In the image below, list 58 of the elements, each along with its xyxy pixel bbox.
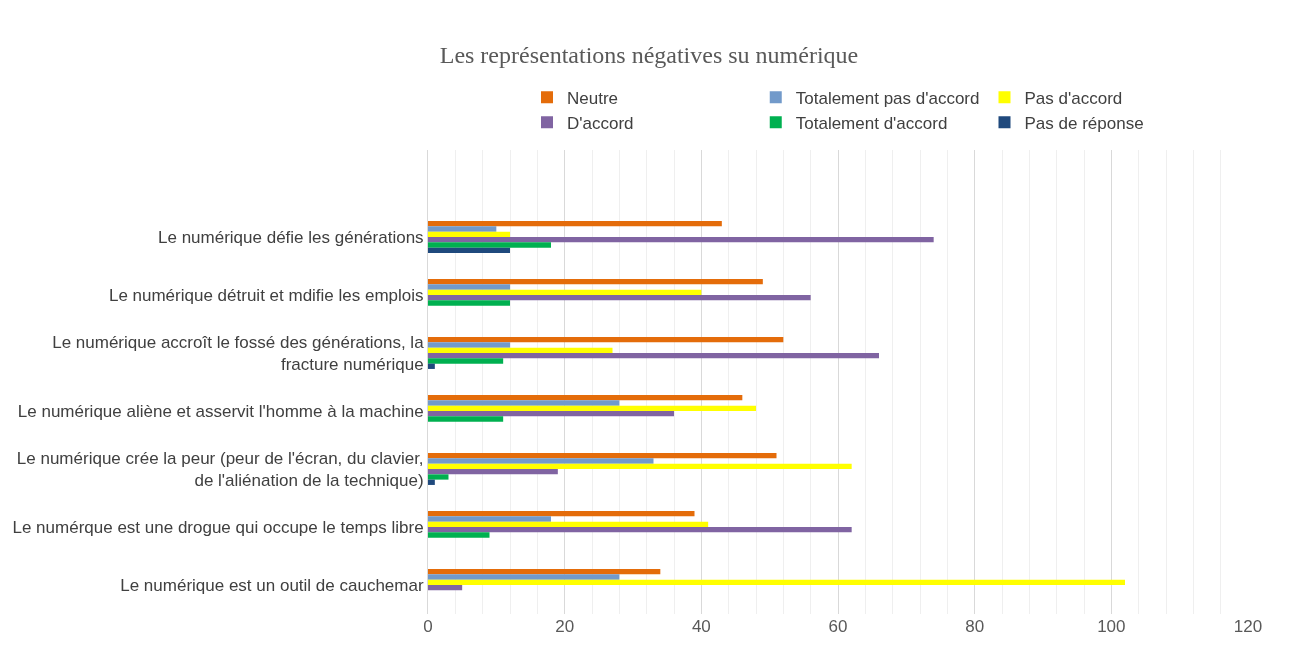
legend-label: Pas de réponse — [1024, 114, 1144, 133]
y-tick-label: Le numérique détruit et mdifie les emplois — [108, 285, 424, 305]
y-tick-label: Le numérique défie les générations — [158, 227, 424, 247]
bar — [428, 221, 722, 227]
x-tick-label: 60 — [828, 617, 848, 636]
bar — [428, 521, 709, 527]
y-tick-label: Le numérique accroît le fossé des générations, la fracture numérique — [52, 332, 425, 374]
legend-label: Totalement pas d'accord — [795, 88, 980, 108]
bar — [428, 226, 497, 232]
y-tick-label: Le numérique crée la peur (peur de l'écran, du clavier, de l'aliénation de la technique) — [16, 448, 424, 490]
bar — [428, 358, 504, 364]
bar — [428, 479, 435, 485]
bar — [428, 289, 702, 295]
x-tick-label: 0 — [423, 617, 433, 636]
bar — [428, 400, 620, 406]
bar — [428, 247, 510, 253]
bar — [428, 242, 551, 248]
bar — [428, 585, 463, 591]
legend-label: Pas d'accord — [1024, 88, 1123, 108]
x-tick-label: 40 — [691, 617, 711, 636]
bar — [428, 511, 695, 517]
bar — [428, 395, 743, 401]
x-tick-label: 80 — [965, 617, 985, 636]
y-tick-label: Le numérique est un outil de cauchemar — [120, 575, 424, 595]
chart-title: Les représentations négatives su numérique — [439, 41, 859, 68]
bar — [428, 469, 558, 475]
bar — [428, 347, 613, 353]
bar — [428, 516, 551, 522]
bar — [428, 453, 777, 459]
bar — [428, 416, 504, 422]
bar — [428, 337, 784, 343]
legend-label: Neutre — [567, 88, 619, 108]
bar — [428, 411, 674, 417]
y-tick-label: Le numérique aliène et asservit l'homme à la machine — [17, 401, 424, 421]
bar — [428, 474, 449, 480]
y-tick-label: Le numérque est une drogue qui occupe le temps libre — [12, 517, 424, 537]
bar — [428, 574, 620, 580]
x-tick-label: 100 — [1097, 617, 1126, 636]
legend-label: Totalement d'accord — [795, 114, 948, 133]
bar — [428, 363, 435, 369]
bar — [428, 405, 756, 411]
x-tick-label: 120 — [1233, 617, 1263, 636]
bar — [428, 532, 490, 538]
bar — [428, 279, 763, 285]
bar — [428, 237, 934, 243]
bar — [428, 579, 1125, 585]
bar — [428, 295, 811, 301]
bar — [428, 284, 510, 290]
x-tick-label: 20 — [555, 617, 575, 636]
bar — [428, 342, 510, 348]
bar — [428, 300, 510, 306]
bar — [428, 463, 852, 469]
bar — [428, 458, 654, 464]
bar — [428, 527, 852, 533]
legend-label: D'accord — [567, 114, 634, 133]
bar — [428, 569, 661, 575]
bar — [428, 231, 510, 237]
bar — [428, 353, 879, 359]
